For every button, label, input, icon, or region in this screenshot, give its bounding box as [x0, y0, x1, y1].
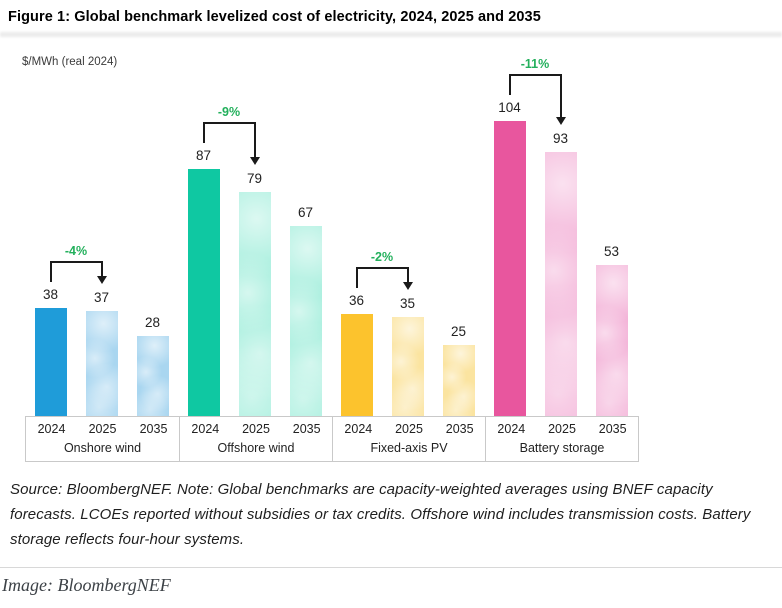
axis-group-cell: 2024 2025 2035 Fixed-axis PV	[332, 417, 485, 461]
figure-title: Figure 1: Global benchmark levelized cos…	[8, 9, 541, 25]
year-label: 2025	[395, 422, 423, 436]
bar	[238, 192, 271, 416]
group-label: Battery storage	[519, 441, 605, 455]
year-label: 2025	[548, 422, 576, 436]
year-label: 2035	[292, 422, 321, 436]
group-label: Fixed-axis PV	[370, 441, 448, 455]
bar-value-label: 67	[297, 205, 314, 220]
change-percent-label: -9%	[217, 105, 241, 119]
year-label: 2035	[445, 422, 474, 436]
change-bracket-left-tick	[355, 267, 358, 288]
year-labels-row: 2024 2025 2035	[26, 417, 179, 436]
bar-value-label: 87	[195, 148, 212, 163]
change-bracket-left-tick	[202, 122, 205, 143]
bar-value-label: 36	[348, 293, 365, 308]
year-labels-row: 2024 2025 2035	[333, 417, 485, 436]
change-percent-label: -11%	[520, 57, 550, 71]
year-label: 2035	[139, 422, 168, 436]
year-label: 2024	[37, 422, 66, 436]
bar	[187, 169, 220, 416]
bar-group: 87 79 67 -9%	[178, 68, 331, 416]
bar-value-label: 28	[144, 315, 161, 330]
change-percent-label: -4%	[64, 244, 88, 258]
bar-group: 38 37 28 -4%	[25, 68, 178, 416]
title-rule	[0, 32, 782, 37]
bar-value-label: 53	[603, 244, 620, 259]
change-bracket-arrow-line	[406, 267, 409, 282]
bar	[136, 336, 169, 416]
year-label: 2024	[497, 422, 526, 436]
source-note: Source: BloombergNEF. Note: Global bench…	[10, 481, 751, 548]
bar	[340, 314, 373, 416]
year-label: 2035	[598, 422, 627, 436]
bar	[544, 152, 577, 416]
change-bracket-left-tick	[49, 261, 52, 282]
bar-value-label: 104	[498, 100, 521, 115]
bar-group: 36 35 25 -2%	[331, 68, 484, 416]
bar-value-label: 93	[552, 131, 569, 146]
change-bracket-arrow-line	[100, 261, 103, 276]
year-labels-row: 2024 2025 2035	[180, 417, 332, 436]
year-label: 2024	[191, 422, 220, 436]
image-credit: Image: BloombergNEF	[2, 575, 171, 595]
change-bracket-left-tick	[508, 74, 511, 95]
year-label: 2025	[88, 422, 117, 436]
bar-value-label: 38	[42, 287, 59, 302]
change-percent-label: -2%	[370, 250, 394, 264]
arrow-down-icon	[555, 117, 566, 125]
y-axis-unit-label: $/MWh (real 2024)	[22, 56, 118, 68]
lcoe-bar-chart: 38 37 28 -4% 87 79 67 -9% 36 35 25 -2% 104 93 53 -11%	[25, 57, 637, 416]
bar	[595, 265, 628, 416]
bar-value-label: 35	[399, 296, 416, 311]
change-bracket	[50, 261, 102, 263]
arrow-down-icon	[402, 282, 413, 290]
bar-value-label: 25	[450, 324, 467, 339]
year-label: 2024	[344, 422, 373, 436]
bar	[493, 121, 526, 416]
group-label: Onshore wind	[63, 441, 142, 455]
axis-group-cell: 2024 2025 2035 Battery storage	[485, 417, 638, 461]
change-bracket	[356, 267, 408, 269]
arrow-down-icon	[96, 276, 107, 284]
year-label: 2025	[242, 422, 270, 436]
year-labels-row: 2024 2025 2035	[486, 417, 638, 436]
bar-value-label: 79	[246, 171, 263, 186]
arrow-down-icon	[249, 157, 260, 165]
change-bracket	[203, 122, 255, 124]
change-bracket	[509, 74, 561, 76]
group-label: Offshore wind	[217, 441, 295, 455]
bar	[85, 311, 118, 416]
x-axis-box: 2024 2025 2035 Onshore wind 2024 2025 2035 Offs…	[25, 416, 639, 462]
bar-group: 104 93 53 -11%	[484, 57, 637, 416]
bar-value-label: 37	[93, 290, 110, 305]
axis-group-cell: 2024 2025 2035 Offshore wind	[179, 417, 332, 461]
bar	[442, 345, 475, 416]
bar	[289, 226, 322, 416]
change-bracket-arrow-line	[559, 74, 562, 117]
bar	[34, 308, 67, 416]
bar	[391, 317, 424, 416]
bottom-divider	[0, 567, 782, 568]
axis-group-cell: 2024 2025 2035 Onshore wind	[26, 417, 179, 461]
change-bracket-arrow-line	[253, 122, 256, 157]
